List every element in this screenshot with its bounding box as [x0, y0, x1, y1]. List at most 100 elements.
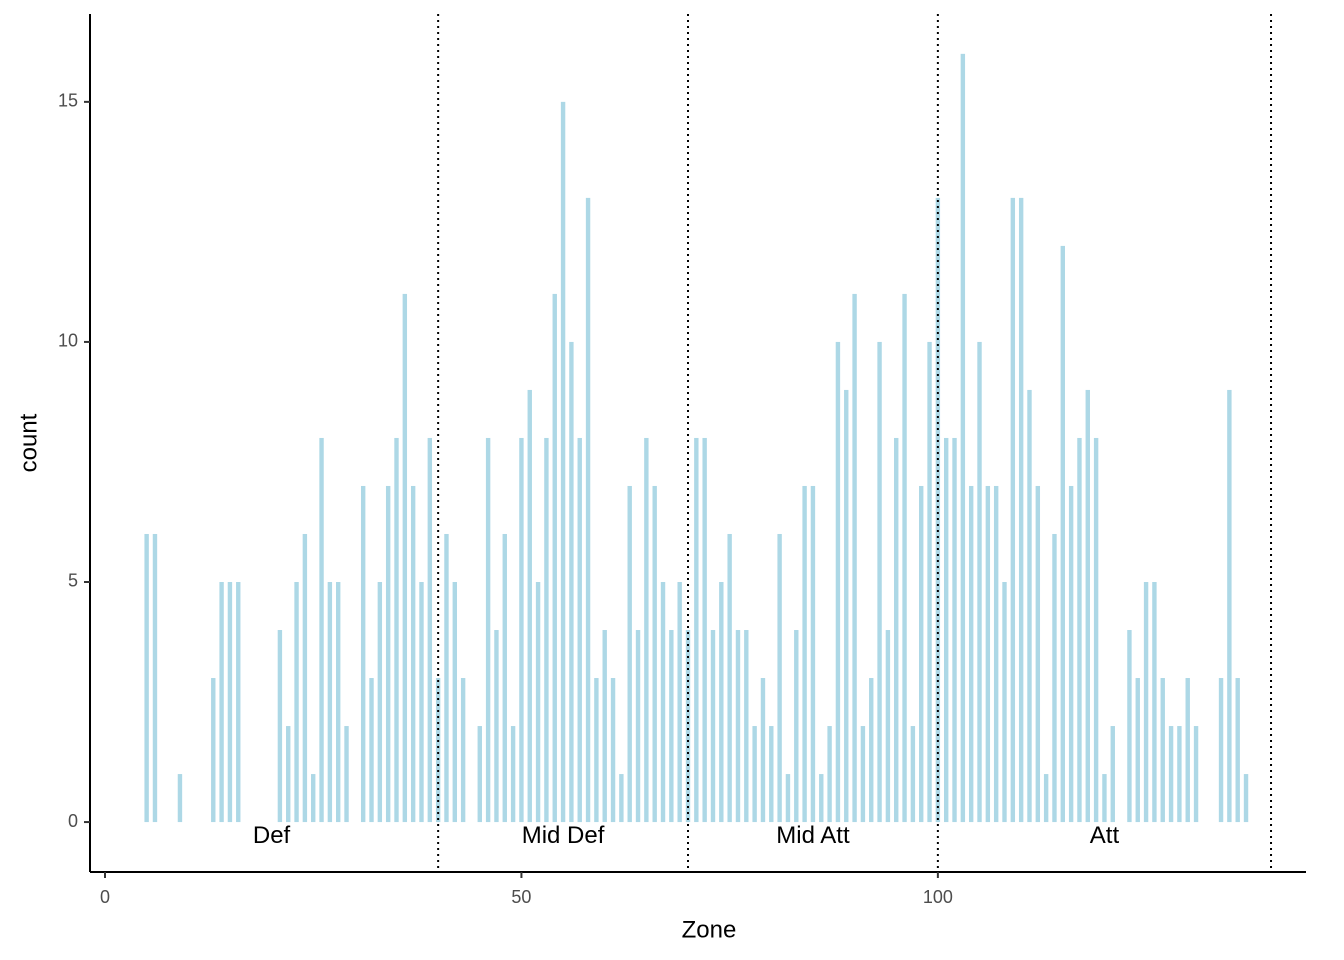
bar: [177, 774, 183, 823]
bar: [494, 630, 499, 823]
bar: [802, 485, 807, 823]
bar: [860, 726, 866, 823]
bar: [360, 485, 366, 823]
bar: [844, 389, 849, 823]
bar: [1002, 581, 1007, 823]
y-axis-title: count: [15, 413, 42, 472]
bar: [311, 774, 316, 823]
bar: [502, 533, 507, 823]
bar: [1085, 389, 1090, 823]
bar: [943, 437, 949, 823]
bar: [1127, 630, 1132, 823]
bar: [477, 726, 482, 823]
bar: [810, 485, 816, 823]
bar: [719, 581, 724, 823]
bar: [652, 485, 657, 823]
bar: [452, 581, 457, 823]
bar: [919, 485, 924, 823]
bar: [677, 581, 682, 823]
x-tick-label: 100: [923, 887, 953, 907]
bar: [1060, 245, 1065, 823]
bar: [694, 437, 699, 823]
bar: [777, 533, 782, 823]
bar: [669, 630, 674, 823]
bar: [902, 293, 907, 823]
bar: [327, 581, 333, 823]
bar: [1077, 437, 1082, 823]
bar: [1160, 678, 1165, 823]
bar: [744, 630, 749, 823]
bar: [211, 678, 216, 823]
x-tick-label: 0: [100, 887, 110, 907]
bar: [602, 630, 607, 823]
bar: [419, 581, 424, 823]
bar: [377, 581, 383, 823]
bar: [236, 581, 241, 823]
bar: [785, 774, 791, 823]
bar: [1018, 197, 1024, 823]
bar: [535, 581, 541, 823]
bar: [735, 630, 741, 823]
bar: [485, 437, 491, 823]
bar: [277, 630, 283, 823]
x-axis-title: Zone: [682, 916, 737, 943]
bar: [977, 341, 982, 823]
bar: [560, 101, 566, 823]
bar: [1143, 581, 1149, 823]
bar: [1010, 197, 1016, 823]
bar: [968, 485, 974, 823]
bar: [960, 53, 966, 823]
bar: [519, 437, 524, 823]
bar: [885, 630, 891, 823]
bar: [935, 197, 941, 823]
bar: [152, 533, 158, 823]
bar: [1110, 726, 1115, 823]
bar: [385, 485, 391, 823]
bar: [952, 437, 957, 823]
bar: [286, 726, 291, 823]
bar: [660, 581, 666, 823]
bar: [1027, 389, 1032, 823]
bar: [294, 581, 299, 823]
bar: [877, 341, 882, 823]
zone-label: Def: [253, 822, 291, 849]
bar: [427, 437, 433, 823]
bar: [627, 485, 632, 823]
bar: [527, 389, 532, 823]
bar: [993, 485, 999, 823]
bar: [444, 533, 449, 823]
bar: [1235, 678, 1240, 823]
bar: [544, 437, 549, 823]
bar: [435, 678, 441, 823]
zone-label: Mid Att: [776, 822, 850, 849]
zone-label: Mid Def: [522, 822, 605, 849]
bar: [569, 341, 574, 823]
bar: [1168, 726, 1174, 823]
bar: [710, 630, 716, 823]
bar: [1035, 485, 1041, 823]
y-tick-label: 5: [68, 571, 78, 591]
bar: [394, 437, 399, 823]
bar: [644, 437, 649, 823]
bar: [319, 437, 324, 823]
bar: [144, 533, 149, 823]
y-tick-label: 15: [58, 91, 78, 111]
bar: [344, 726, 349, 823]
bar: [1135, 678, 1140, 823]
bar: [1102, 774, 1107, 823]
bar: [335, 581, 341, 823]
bar: [1043, 774, 1049, 823]
bar: [1218, 678, 1224, 823]
bar: [985, 485, 991, 823]
bar: [1052, 533, 1057, 823]
bar: [552, 293, 557, 823]
bar: [1152, 581, 1157, 823]
bar: [869, 678, 874, 823]
bar: [619, 774, 624, 823]
bar: [819, 774, 824, 823]
y-tick-label: 0: [68, 811, 78, 831]
bar: [1243, 774, 1249, 823]
bar: [510, 726, 516, 823]
bar: [752, 726, 757, 823]
